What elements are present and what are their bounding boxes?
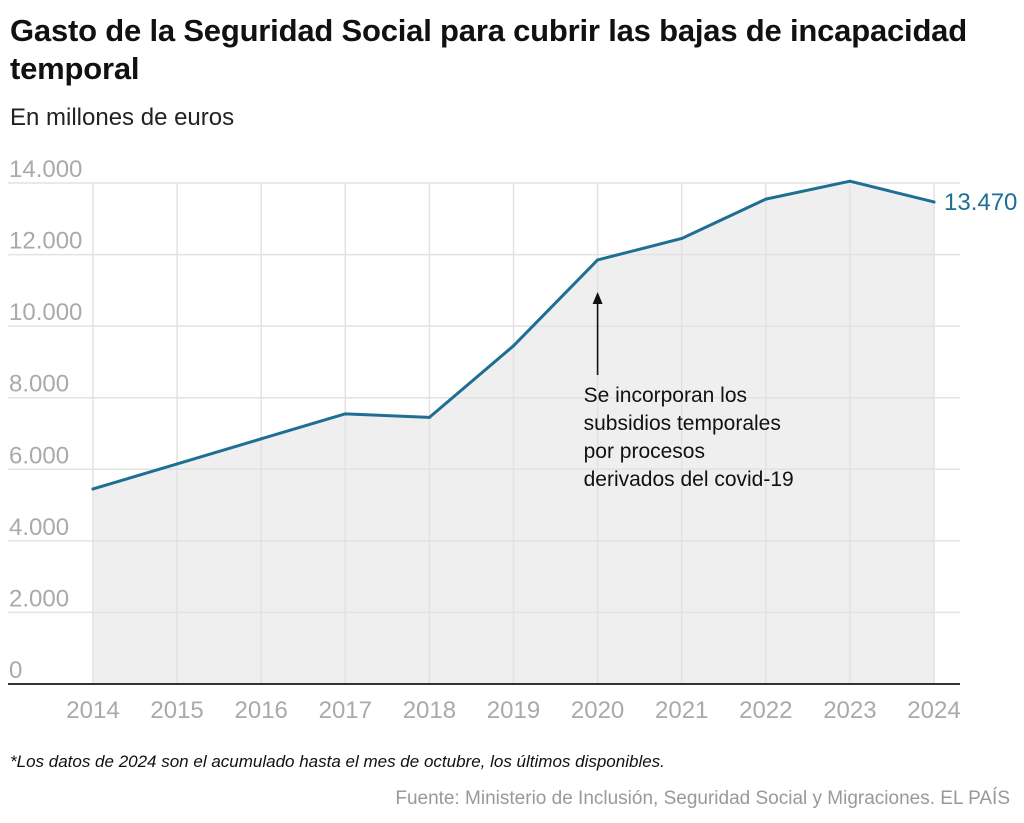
x-tick-label: 2015 (150, 697, 203, 724)
y-tick-label: 4.000 (9, 514, 69, 541)
data-point (259, 437, 263, 441)
x-tick-label: 2019 (487, 697, 540, 724)
data-point (512, 344, 515, 348)
data-point (343, 412, 347, 416)
chart-subtitle: En millones de euros (10, 104, 235, 131)
end-value-label: 13.470 (944, 189, 1017, 216)
x-tick-label: 2017 (319, 697, 372, 724)
annotation-arrow-head (592, 291, 603, 304)
annotation-text-line: derivados del covid-19 (584, 468, 794, 491)
data-point (91, 487, 95, 491)
y-tick-label: 14.000 (9, 156, 82, 183)
x-tick-label: 2014 (66, 697, 119, 724)
data-point (427, 415, 431, 419)
x-tick-label: 2018 (403, 697, 456, 724)
y-tick-label: 2.000 (9, 585, 69, 612)
footnote: *Los datos de 2024 son el acumulado hast… (10, 752, 665, 771)
x-tick-label: 2024 (907, 697, 960, 724)
data-point (596, 258, 600, 262)
x-tick-label: 2020 (571, 697, 624, 724)
data-point (764, 197, 768, 201)
y-tick-label: 10.000 (9, 299, 82, 326)
y-tick-label: 8.000 (9, 371, 69, 398)
data-point (175, 462, 179, 466)
annotation-text-line: Se incorporan los (584, 384, 747, 407)
y-tick-label: 12.000 (9, 228, 82, 255)
x-tick-label: 2021 (655, 697, 708, 724)
annotation-text-line: subsidios temporales (584, 412, 781, 435)
y-tick-label: 6.000 (9, 442, 69, 469)
data-point (680, 236, 684, 240)
data-point (932, 200, 936, 204)
chart-title: Gasto de la Seguridad Social para cubrir… (10, 13, 967, 86)
source-credit: Fuente: Ministerio de Inclusión, Segurid… (395, 788, 1010, 809)
annotation-text-line: por procesos (584, 440, 705, 463)
x-tick-label: 2022 (739, 697, 792, 724)
y-tick-label: 0 (9, 657, 22, 684)
x-tick-label: 2016 (235, 697, 288, 724)
x-tick-label: 2023 (823, 697, 876, 724)
data-point (848, 179, 852, 183)
